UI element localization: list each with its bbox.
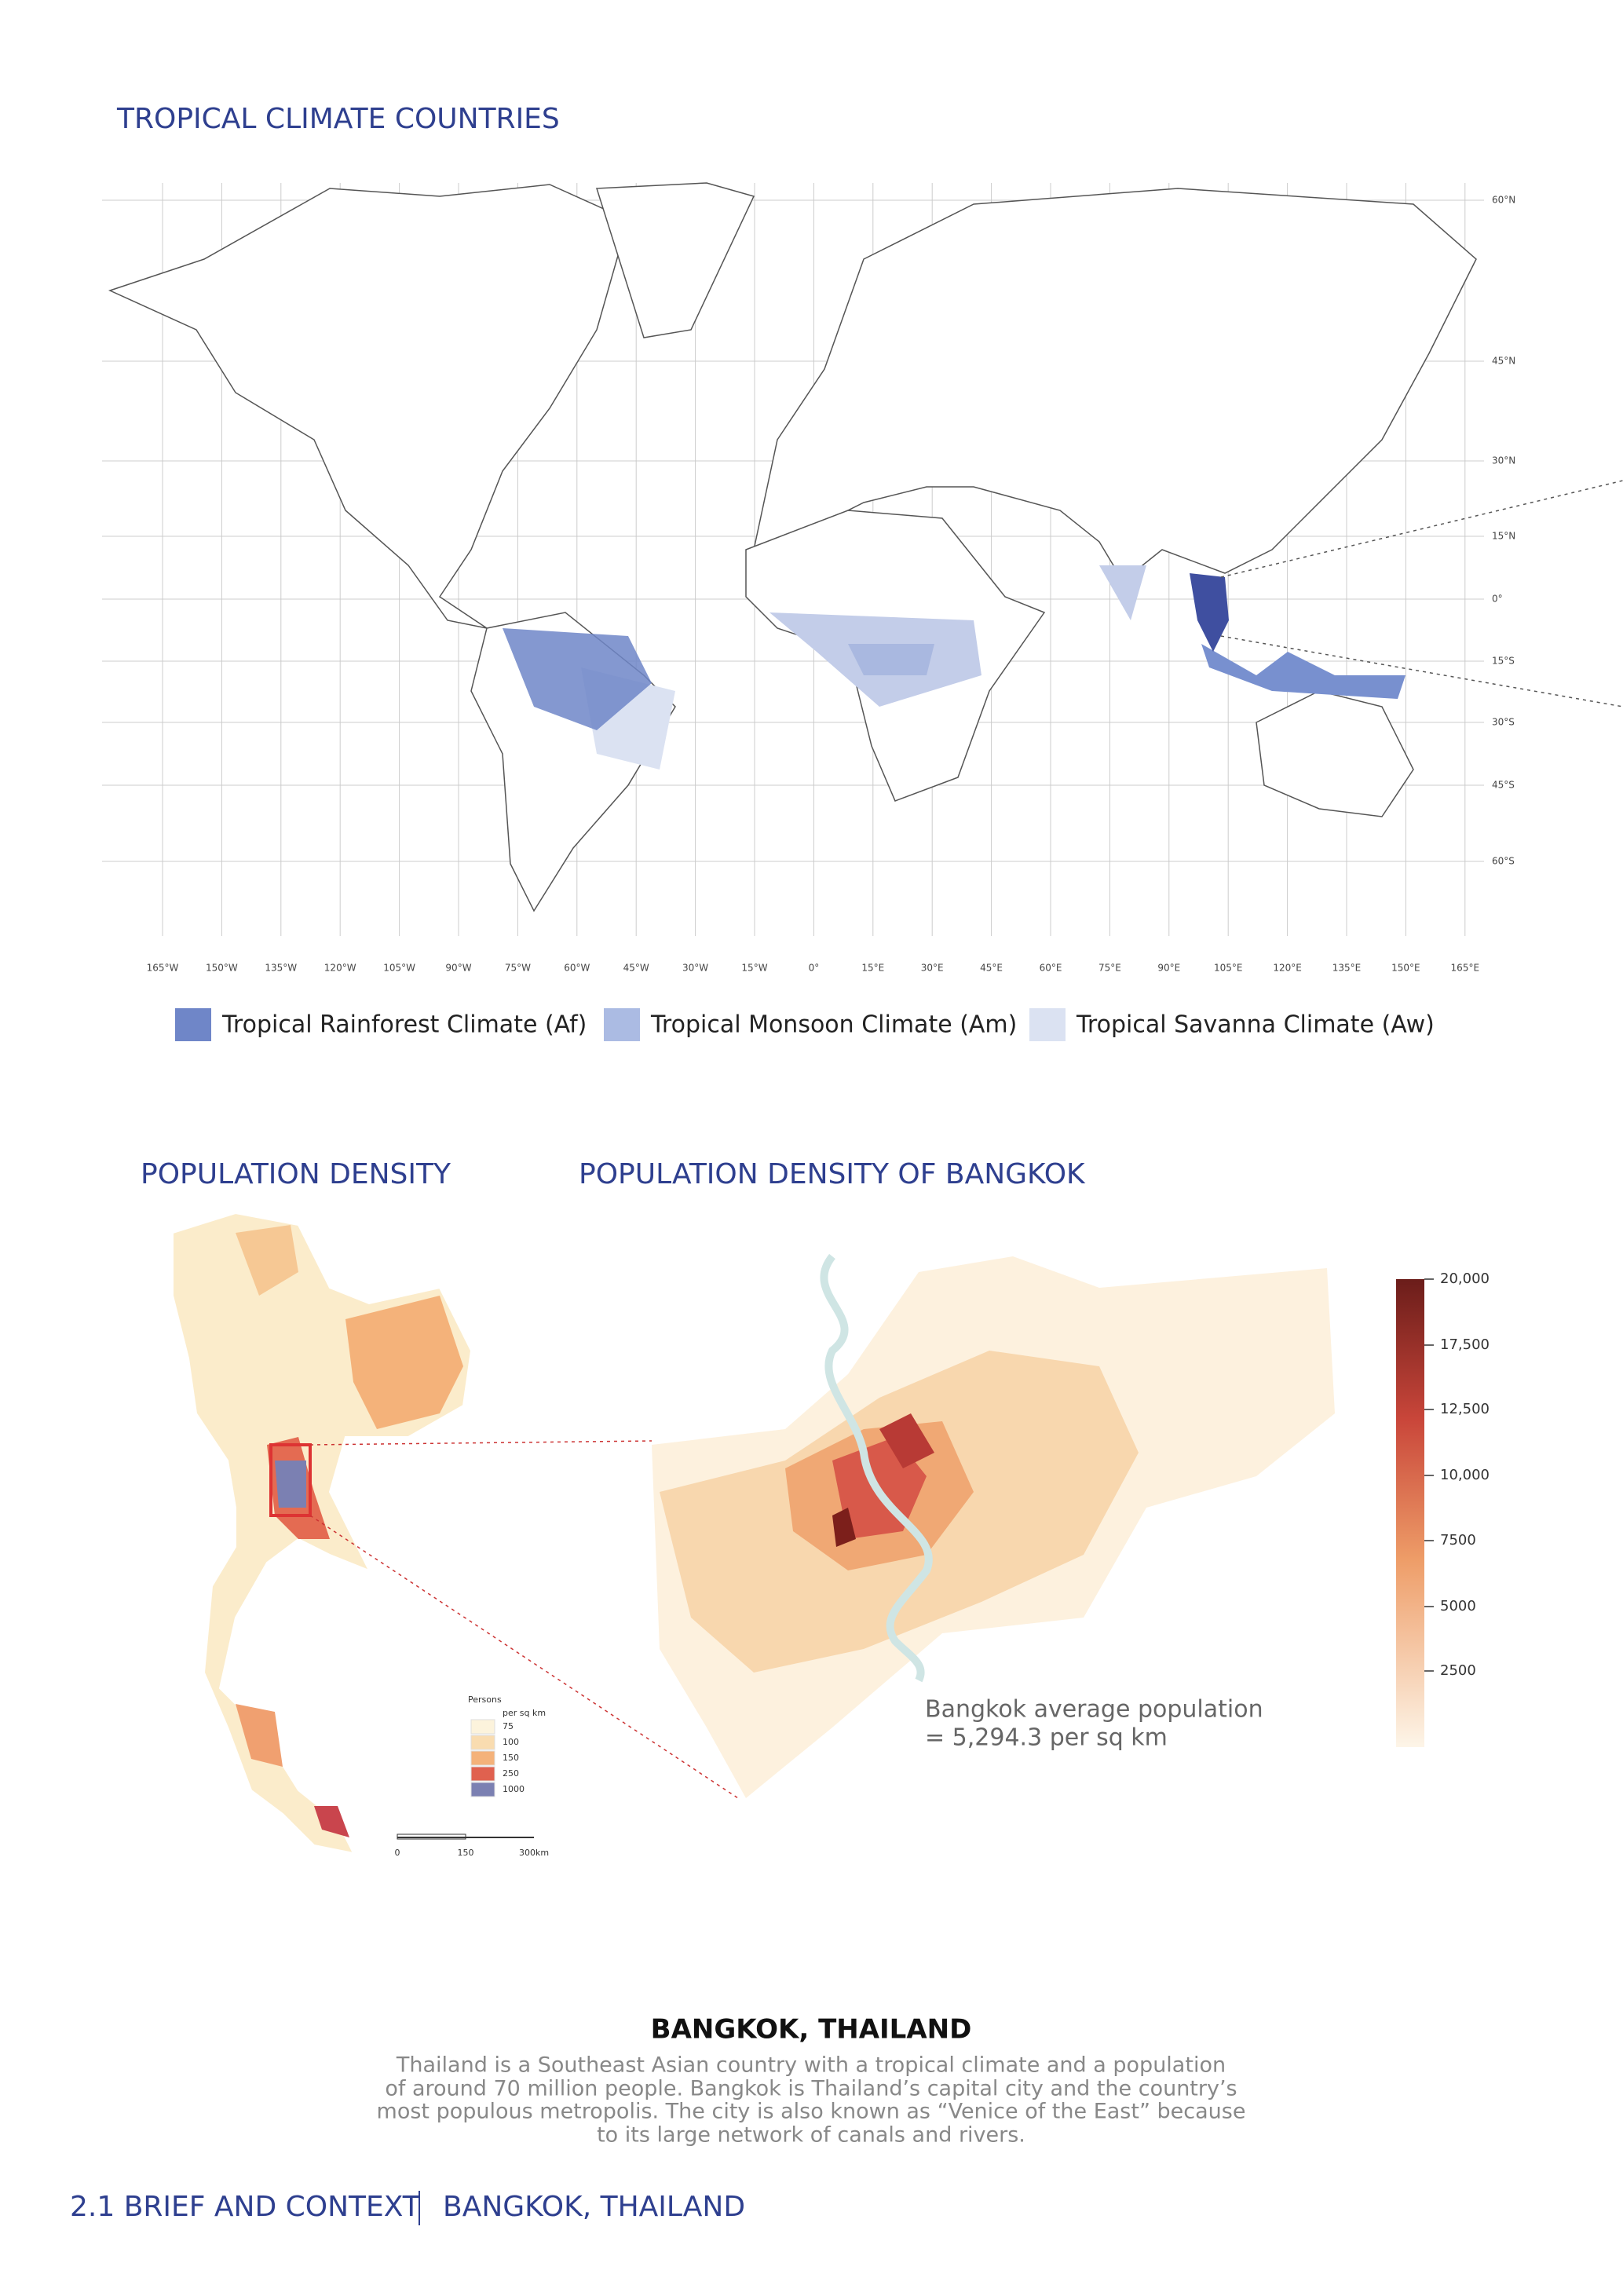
colorbar-label: 7500	[1440, 1532, 1476, 1548]
latitude-label: 60°N	[1492, 195, 1515, 206]
legend-label: 100	[503, 1737, 519, 1747]
legend-items: 75 100 150 250 1000	[470, 1719, 525, 1797]
legend-label: 75	[503, 1721, 514, 1731]
legend-swatch	[470, 1766, 495, 1782]
world-map	[108, 182, 1623, 912]
legend-swatch	[470, 1735, 495, 1750]
paragraph-line: Thailand is a Southeast Asian country wi…	[396, 2053, 1226, 2078]
legend-label: 250	[503, 1768, 519, 1779]
legend-unit: per sq km	[503, 1708, 546, 1718]
legend-swatch	[470, 1782, 495, 1797]
section-title: POPULATION DENSITY OF BANGKOK	[579, 1158, 1086, 1190]
longitude-label: 15°E	[861, 963, 884, 974]
longitude-label: 90°W	[445, 963, 471, 974]
longitude-label: 105°W	[383, 963, 415, 974]
longitude-label: 120°E	[1273, 963, 1302, 974]
longitude-label: 150°W	[206, 963, 238, 974]
legend-title: Persons	[468, 1695, 502, 1705]
footer-section: 2.1 BRIEF AND CONTEXT	[70, 2191, 421, 2223]
scale-label: 150	[458, 1848, 474, 1858]
colorbar-ticks: 20,000 17,500 12,500 10,000 7500 5000 2500	[1424, 1270, 1490, 1679]
legend-label: Tropical Monsoon Climate (Am)	[650, 1011, 1017, 1039]
legend-label: 150	[503, 1753, 519, 1763]
longitude-label: 150°E	[1391, 963, 1420, 974]
colorbar-label: 2500	[1440, 1662, 1476, 1679]
bangkok-map	[652, 1253, 1335, 1798]
legend-swatch	[470, 1750, 495, 1766]
heading: BANGKOK, THAILAND	[651, 2014, 972, 2046]
latitude-label: 30°S	[1492, 717, 1515, 728]
latitude-label: 0°	[1492, 594, 1503, 605]
longitude-label: 30°W	[682, 963, 708, 974]
colorbar-label: 5000	[1440, 1598, 1476, 1614]
legend-swatch	[470, 1719, 495, 1735]
colorbar-label: 20,000	[1440, 1270, 1490, 1287]
scale-label: 300km	[519, 1848, 549, 1858]
longitude-label: 30°E	[921, 963, 944, 974]
legend-label: 1000	[503, 1784, 525, 1794]
colorbar-label: 10,000	[1440, 1467, 1490, 1483]
longitude-label: 15°W	[741, 963, 767, 974]
latitude-label: 15°S	[1492, 656, 1515, 667]
latitude-label: 15°N	[1492, 531, 1515, 542]
longitude-label: 90°E	[1157, 963, 1180, 974]
legend-label: Tropical Savanna Climate (Aw)	[1076, 1011, 1435, 1039]
colorbar-label: 17,500	[1440, 1336, 1490, 1353]
colorbar	[1396, 1279, 1424, 1747]
longitude-label: 75°W	[505, 963, 531, 974]
note: = 5,294.3 per sq km	[925, 1724, 1168, 1752]
page-title: TROPICAL CLIMATE COUNTRIES	[116, 103, 560, 135]
latitude-label: 45°N	[1492, 356, 1515, 367]
paragraph-line: to its large network of canals and river…	[597, 2123, 1025, 2148]
colorbar-label: 12,500	[1440, 1401, 1490, 1417]
paragraph-line: most populous metropolis. The city is al…	[377, 2100, 1246, 2124]
latitude-label: 45°S	[1492, 780, 1515, 791]
longitude-label: 45°W	[623, 963, 649, 974]
longitude-label: 135°E	[1332, 963, 1362, 974]
longitude-label: 135°W	[265, 963, 297, 974]
paragraph-line: of around 70 million people. Bangkok is …	[385, 2077, 1237, 2101]
longitude-label: 60°W	[564, 963, 590, 974]
longitude-label: 45°E	[980, 963, 1003, 974]
longitude-label: 165°W	[147, 963, 179, 974]
climate-legend: Tropical Rainforest Climate (Af) Tropica…	[175, 1008, 1435, 1041]
footer-subtitle: BANGKOK, THAILAND	[443, 2191, 745, 2223]
longitude-label: 0°	[809, 963, 820, 974]
longitude-label: 75°E	[1098, 963, 1121, 974]
longitude-label: 120°W	[324, 963, 356, 974]
legend-label: Tropical Rainforest Climate (Af)	[221, 1011, 587, 1039]
latitude-label: 30°N	[1492, 455, 1515, 466]
scale-label: 0	[395, 1848, 400, 1858]
latitude-label: 60°S	[1492, 856, 1515, 867]
longitude-label: 165°E	[1451, 963, 1480, 974]
thailand-map	[172, 1212, 739, 1855]
section-title: POPULATION DENSITY	[141, 1158, 451, 1190]
note: Bangkok average population	[925, 1696, 1263, 1724]
longitude-label: 60°E	[1040, 963, 1062, 974]
longitude-label: 105°E	[1214, 963, 1243, 974]
